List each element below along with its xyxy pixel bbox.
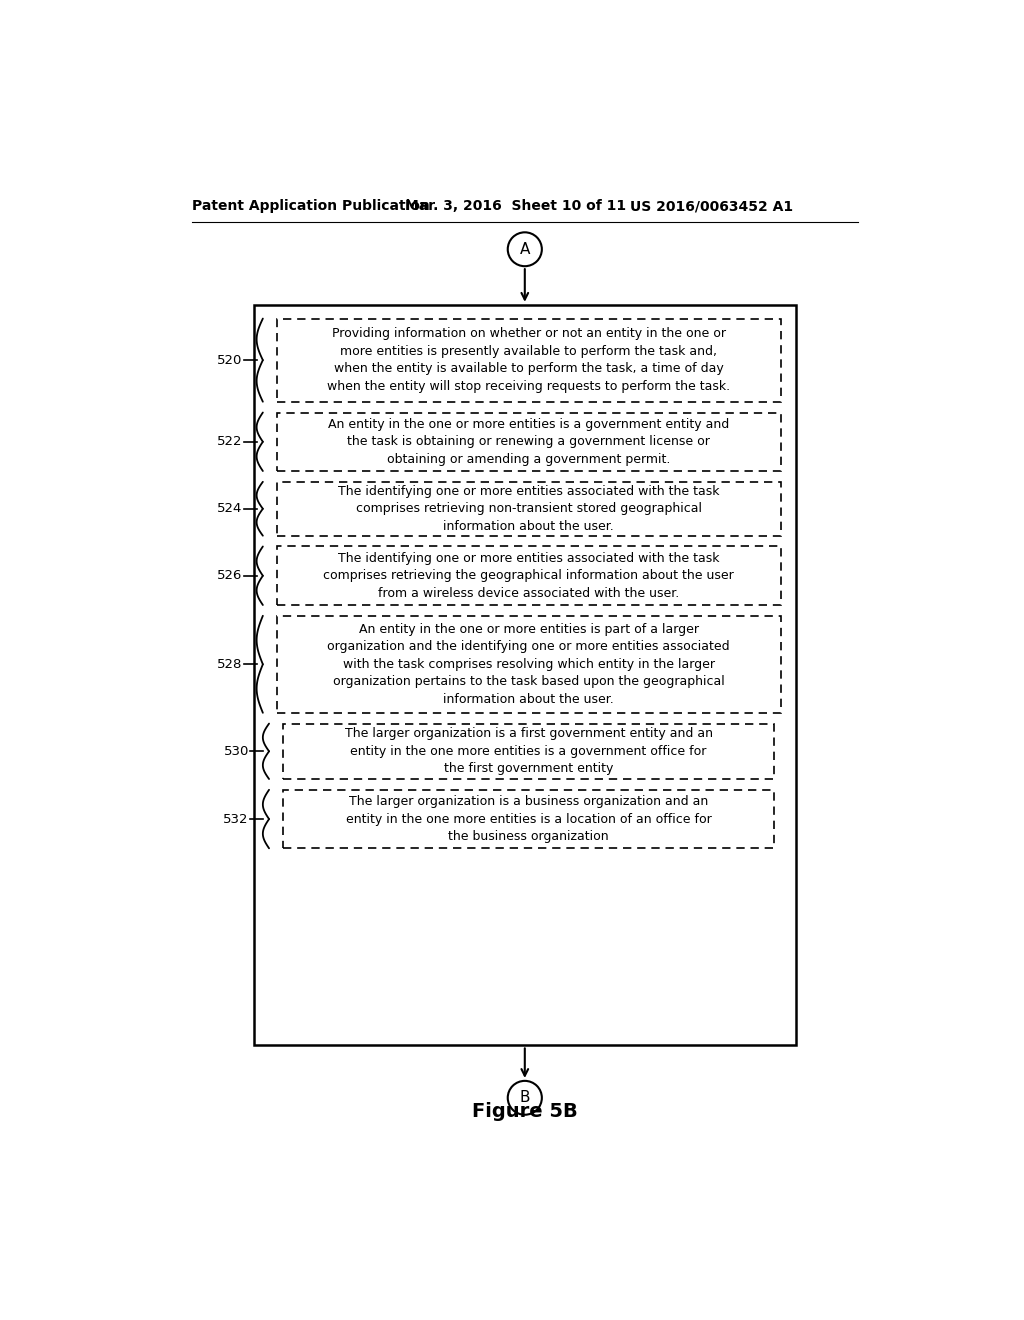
Bar (276, 482, 780, 536)
Text: The identifying one or more entities associated with the task
comprises retrievi: The identifying one or more entities ass… (338, 484, 720, 533)
Text: Figure 5B: Figure 5B (472, 1102, 578, 1121)
Text: 528: 528 (217, 657, 243, 671)
Text: Providing information on whether or not an entity in the one or
more entities is: Providing information on whether or not … (327, 327, 730, 393)
Text: 524: 524 (217, 502, 243, 515)
Text: A: A (519, 242, 530, 257)
Text: Patent Application Publication: Patent Application Publication (191, 199, 429, 213)
Text: 522: 522 (217, 436, 243, 449)
Text: An entity in the one or more entities is a government entity and
the task is obt: An entity in the one or more entities is… (328, 417, 729, 466)
Text: 520: 520 (217, 354, 243, 367)
Bar (276, 615, 780, 713)
Bar (254, 305, 796, 1045)
Bar (276, 318, 780, 401)
Text: An entity in the one or more entities is part of a larger
organization and the i: An entity in the one or more entities is… (328, 623, 730, 706)
Text: 530: 530 (223, 744, 249, 758)
Text: B: B (519, 1090, 530, 1105)
Bar (283, 789, 774, 849)
Bar (276, 546, 780, 605)
Bar (276, 413, 780, 471)
Text: 526: 526 (217, 569, 243, 582)
Text: The larger organization is a business organization and an
entity in the one more: The larger organization is a business or… (346, 795, 712, 843)
Text: Mar. 3, 2016  Sheet 10 of 11: Mar. 3, 2016 Sheet 10 of 11 (404, 199, 626, 213)
Text: 532: 532 (223, 813, 249, 825)
Text: The larger organization is a first government entity and an
entity in the one mo: The larger organization is a first gover… (345, 727, 713, 775)
Bar (283, 723, 774, 779)
Text: US 2016/0063452 A1: US 2016/0063452 A1 (630, 199, 794, 213)
Text: The identifying one or more entities associated with the task
comprises retrievi: The identifying one or more entities ass… (324, 552, 734, 599)
